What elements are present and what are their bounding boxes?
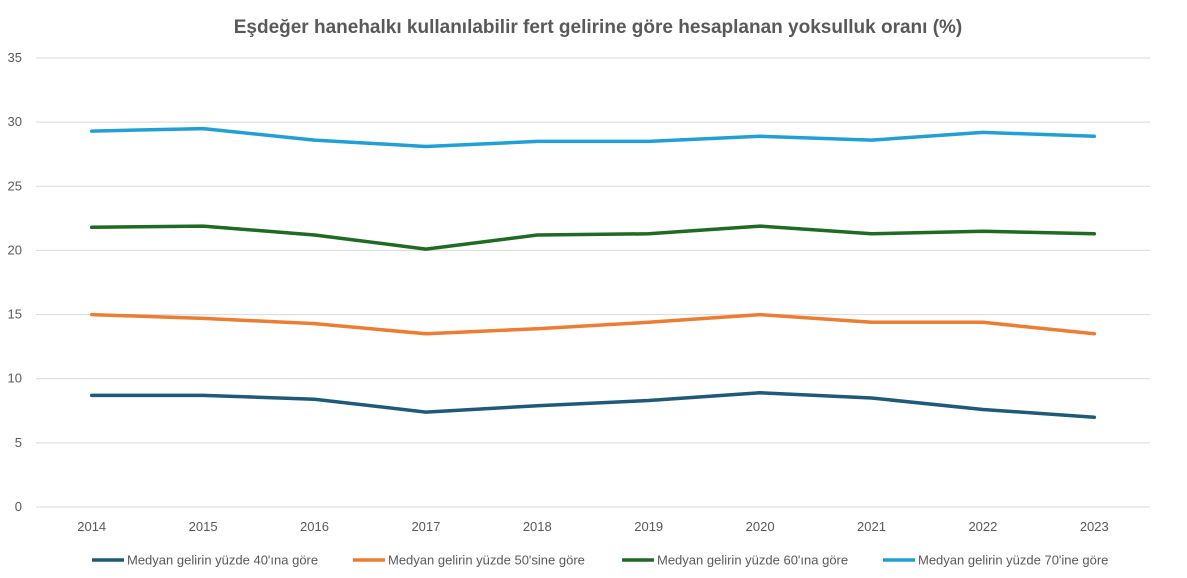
x-tick-label: 2014 [77, 519, 106, 534]
x-tick-label: 2023 [1080, 519, 1109, 534]
chart-title: Eşdeğer hanehalkı kullanılabilir fert ge… [234, 17, 963, 38]
legend-entry-label: Medyan gelirin yüzde 60'ına göre [657, 553, 848, 568]
y-tick-label: 35 [8, 50, 22, 65]
legend-entry-label: Medyan gelirin yüzde 40'ına göre [127, 553, 318, 568]
series-line-4 [89, 126, 1097, 149]
y-tick-label: 25 [8, 178, 22, 193]
x-tick-label: 2018 [523, 519, 552, 534]
legend-entry-label: Medyan gelirin yüzde 70'ine göre [918, 553, 1108, 568]
x-tick-label: 2020 [746, 519, 775, 534]
y-tick-label: 20 [8, 242, 22, 257]
legend-entry-label: Medyan gelirin yüzde 50'sine göre [388, 553, 585, 568]
series-line-3 [89, 224, 1097, 251]
y-axis-ticks: 0 5 10 15 20 25 30 35 [8, 50, 22, 514]
series-line-1 [89, 391, 1097, 419]
y-tick-label: 30 [8, 114, 22, 129]
legend: Medyan gelirin yüzde 40'ına göre Medyan g… [92, 553, 1108, 568]
x-tick-label: 2015 [189, 519, 218, 534]
series-line-2 [89, 312, 1097, 336]
x-tick-label: 2017 [411, 519, 440, 534]
y-tick-label: 0 [15, 499, 22, 514]
x-tick-label: 2021 [857, 519, 886, 534]
x-tick-label: 2019 [634, 519, 663, 534]
x-axis-ticks: 2014 2015 2016 2017 2018 2019 2020 2021 2022 2023 [77, 519, 1109, 534]
gridlines [36, 57, 1150, 508]
y-tick-label: 15 [8, 307, 22, 322]
y-tick-label: 5 [15, 435, 22, 450]
y-tick-label: 10 [8, 371, 22, 386]
x-tick-label: 2016 [300, 519, 329, 534]
x-tick-label: 2022 [968, 519, 997, 534]
series-lines [89, 126, 1097, 419]
